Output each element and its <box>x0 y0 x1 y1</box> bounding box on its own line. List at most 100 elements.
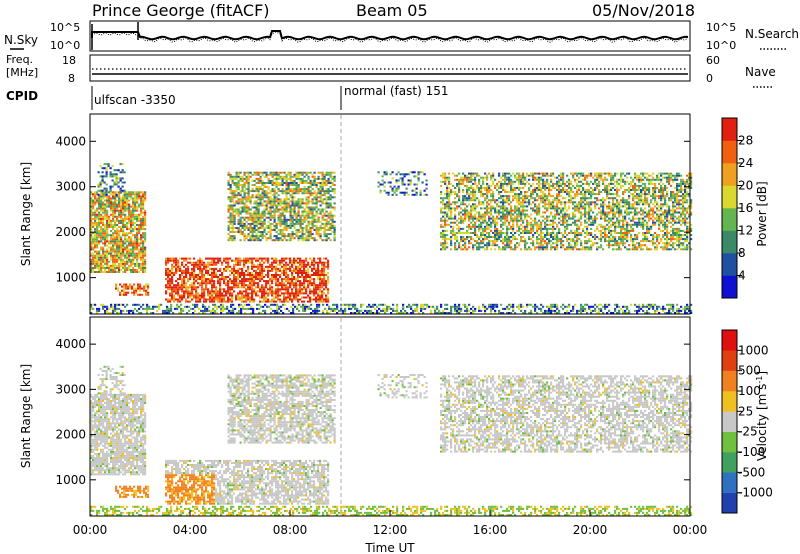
power-cell <box>536 236 539 238</box>
power-cell <box>321 239 324 242</box>
power-cell <box>257 173 260 176</box>
power-cell <box>492 174 495 177</box>
power-cell <box>265 282 268 285</box>
power-cell <box>546 227 549 230</box>
power-cell <box>257 182 260 184</box>
power-cell <box>211 257 214 260</box>
power-cell <box>203 292 206 295</box>
power-cell <box>90 260 93 263</box>
power-cell <box>321 296 324 299</box>
power-cell <box>273 210 276 213</box>
power-cell <box>297 265 300 268</box>
power-cell <box>536 246 539 249</box>
power-cell <box>275 292 278 295</box>
power-cell <box>134 217 137 220</box>
power-cell <box>253 231 256 233</box>
power-cell <box>446 191 449 193</box>
power-cell <box>289 182 292 184</box>
power-cell <box>110 230 113 233</box>
power-cell <box>279 261 282 264</box>
power-cell <box>195 298 198 301</box>
power-cell <box>211 263 214 266</box>
power-cell <box>223 300 226 303</box>
power-cell <box>253 227 256 229</box>
power-cell <box>245 290 248 293</box>
power-cell <box>221 300 224 303</box>
power-cell <box>277 284 280 287</box>
power-cell <box>484 217 487 220</box>
noise-right-tick-top: 10^5 <box>706 21 736 34</box>
power-cell <box>279 274 282 276</box>
power-cell <box>488 189 491 191</box>
power-cell <box>279 239 282 242</box>
power-cell <box>311 269 314 272</box>
power-cell <box>317 263 320 266</box>
power-cell <box>239 202 242 205</box>
power-cell <box>219 292 222 295</box>
power-cell <box>106 244 109 247</box>
power-cell <box>257 274 260 276</box>
power-cell <box>225 265 228 268</box>
power-cell <box>442 232 445 234</box>
power-cell <box>233 263 236 266</box>
power-cell <box>502 223 505 226</box>
power-cell <box>520 232 523 234</box>
power-cell <box>546 242 549 245</box>
power-cell <box>100 234 103 237</box>
power-cell <box>167 269 170 272</box>
power-cell <box>448 176 451 179</box>
power-cell <box>251 296 254 299</box>
power-cell <box>446 187 449 189</box>
power-cell <box>325 198 328 201</box>
power-cell <box>301 265 304 268</box>
power-cell <box>199 269 202 272</box>
power-cell <box>211 276 214 278</box>
power-cell <box>546 248 549 251</box>
power-cell <box>235 263 238 266</box>
power-cell <box>460 215 463 218</box>
power-cell <box>134 246 137 249</box>
power-cell <box>130 240 133 243</box>
power-cell <box>243 282 246 285</box>
power-cell <box>104 234 107 237</box>
power-cell <box>122 209 125 212</box>
power-cell <box>205 265 208 268</box>
power-cell <box>305 198 308 201</box>
power-cell <box>100 254 103 257</box>
power-cell <box>140 219 143 222</box>
power-cell <box>209 296 212 299</box>
power-cell <box>100 267 103 269</box>
power-cell <box>122 195 125 198</box>
power-cell <box>138 262 141 265</box>
power-cell <box>472 244 475 247</box>
power-cell <box>542 205 545 208</box>
power-cell <box>112 228 115 231</box>
power-cell <box>165 269 168 272</box>
power-cell <box>474 229 477 232</box>
power-cell <box>249 222 252 225</box>
power-cell <box>243 216 246 219</box>
power-cell <box>486 223 489 226</box>
power-cell <box>448 215 451 218</box>
power-cell <box>311 284 314 287</box>
power-cell <box>245 292 248 295</box>
power-cell <box>516 193 519 196</box>
power-cell <box>478 187 481 189</box>
power-cell <box>138 195 141 198</box>
power-cell <box>325 188 328 191</box>
power-cell <box>526 223 529 226</box>
power-cell <box>315 288 318 291</box>
power-cell <box>528 248 531 251</box>
power-cell <box>307 263 310 266</box>
power-cell <box>255 292 258 295</box>
power-cell <box>273 200 276 203</box>
power-cell <box>405 191 408 194</box>
power-cell <box>313 274 316 276</box>
power-cell <box>106 248 109 251</box>
power-cell <box>283 192 286 195</box>
power-cell <box>140 238 143 241</box>
power-cell <box>269 237 272 240</box>
power-cell <box>510 184 513 187</box>
power-cell <box>440 211 443 214</box>
